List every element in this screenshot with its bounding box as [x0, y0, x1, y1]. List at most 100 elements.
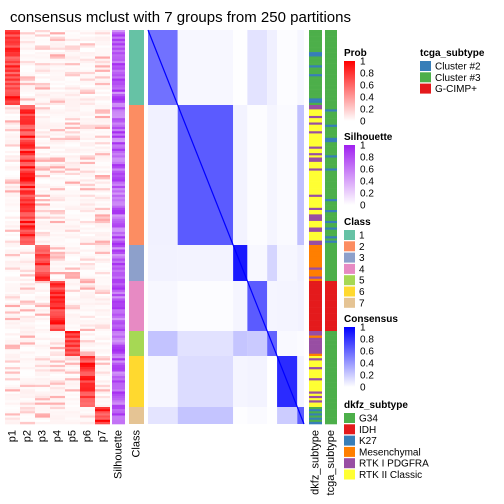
prob-cell: [65, 289, 80, 293]
prob-cell: [95, 351, 110, 355]
prob-cell: [5, 411, 20, 414]
tcga-cell: [325, 309, 337, 312]
silhouette-cell: [112, 216, 125, 220]
prob-cell: [80, 340, 95, 343]
prob-cell: [5, 384, 20, 388]
tcga-cell: [325, 65, 337, 68]
tcga-cell: [325, 417, 337, 421]
dkfz-cell: [309, 411, 322, 414]
dkfz-cell: [309, 242, 322, 246]
prob-cell: [35, 331, 50, 334]
prob-cell: [5, 100, 20, 104]
prob-cell: [80, 98, 95, 101]
prob-cell: [95, 382, 110, 386]
silhouette-cell: [112, 302, 125, 306]
prob-cell: [95, 102, 110, 106]
prob-cell: [35, 181, 50, 185]
prob-cell: [20, 190, 35, 193]
prob-cell: [5, 146, 20, 150]
prob-cell: [35, 93, 50, 97]
prob-cell: [5, 135, 20, 139]
prob-cell: [5, 322, 20, 325]
prob-cell: [80, 34, 95, 37]
silhouette-cell: [112, 179, 125, 182]
prob-cell: [50, 225, 65, 228]
class-block: [129, 356, 144, 407]
prob-cell: [20, 120, 35, 123]
prob-cell: [95, 218, 110, 222]
tcga-cell: [325, 320, 337, 323]
prob-cell: [5, 263, 20, 266]
prob-cell: [35, 126, 50, 130]
prob-cell: [5, 142, 20, 145]
prob-cell: [5, 349, 20, 352]
prob-cell: [20, 71, 35, 75]
prob-cell: [35, 387, 50, 390]
dkfz-cell: [309, 227, 322, 230]
prob-cell: [35, 382, 50, 386]
tcga-cell: [325, 278, 337, 282]
consensus-block: [148, 407, 178, 424]
class-legend-key: [344, 286, 355, 297]
prob-cell: [95, 242, 110, 246]
prob-cell: [5, 378, 20, 381]
prob-cell: [50, 203, 65, 206]
prob-cell: [20, 63, 35, 66]
prob-cell: [65, 400, 80, 403]
silhouette-cell: [112, 254, 125, 257]
silhouette-cell: [112, 225, 125, 228]
consensus-block: [277, 30, 298, 105]
prob-cell: [95, 98, 110, 101]
prob-cell: [5, 367, 20, 370]
dkfz-cell: [309, 60, 322, 64]
dkfz-cell: [309, 201, 322, 204]
prob-cell: [95, 322, 110, 325]
consensus-block: [297, 30, 304, 105]
tcga-cell: [325, 223, 337, 226]
prob-cell: [65, 164, 80, 167]
silhouette-cell: [112, 194, 125, 198]
silhouette-cell: [112, 218, 125, 222]
dkfz-cell: [309, 96, 322, 99]
prob-cell: [80, 58, 95, 62]
prob-cell: [95, 71, 110, 75]
prob-cell: [5, 351, 20, 355]
silhouette-cell: [112, 245, 125, 248]
tcga-cell: [325, 98, 337, 101]
prob-cell: [5, 369, 20, 372]
dkfz-cell: [309, 349, 322, 352]
prob-cell: [20, 82, 35, 86]
prob-cell: [35, 367, 50, 370]
prob-cell: [80, 52, 95, 55]
tcga-cell: [325, 242, 337, 246]
dkfz-cell: [309, 320, 322, 323]
prob-cell: [80, 115, 95, 119]
prob-cell: [50, 142, 65, 145]
prob-cell: [65, 135, 80, 139]
prob-cell: [5, 49, 20, 53]
tcga-cell: [325, 249, 337, 253]
prob-cell: [50, 315, 65, 319]
prob-cell: [80, 260, 95, 264]
consensus-block: [267, 407, 278, 424]
prob-cell: [95, 63, 110, 66]
prob-cell: [50, 105, 65, 108]
tcga-cell: [325, 49, 337, 53]
prob-cell: [80, 302, 95, 306]
prob-cell: [50, 360, 65, 363]
prob-cell: [95, 395, 110, 399]
dkfz-cell: [309, 122, 322, 125]
prob-cell: [80, 236, 95, 239]
consensus-block: [297, 245, 304, 281]
prob-cell: [50, 324, 65, 327]
prob-cell: [5, 78, 20, 82]
prob-cell: [95, 342, 110, 345]
prob-cell: [35, 150, 50, 154]
silhouette-cell: [112, 236, 125, 239]
prob-cell: [5, 362, 20, 366]
prob-cell: [20, 398, 35, 401]
prob-cell: [35, 214, 50, 217]
prob-cell: [5, 60, 20, 64]
prob-cell: [35, 411, 50, 414]
prob-cell: [50, 251, 65, 255]
